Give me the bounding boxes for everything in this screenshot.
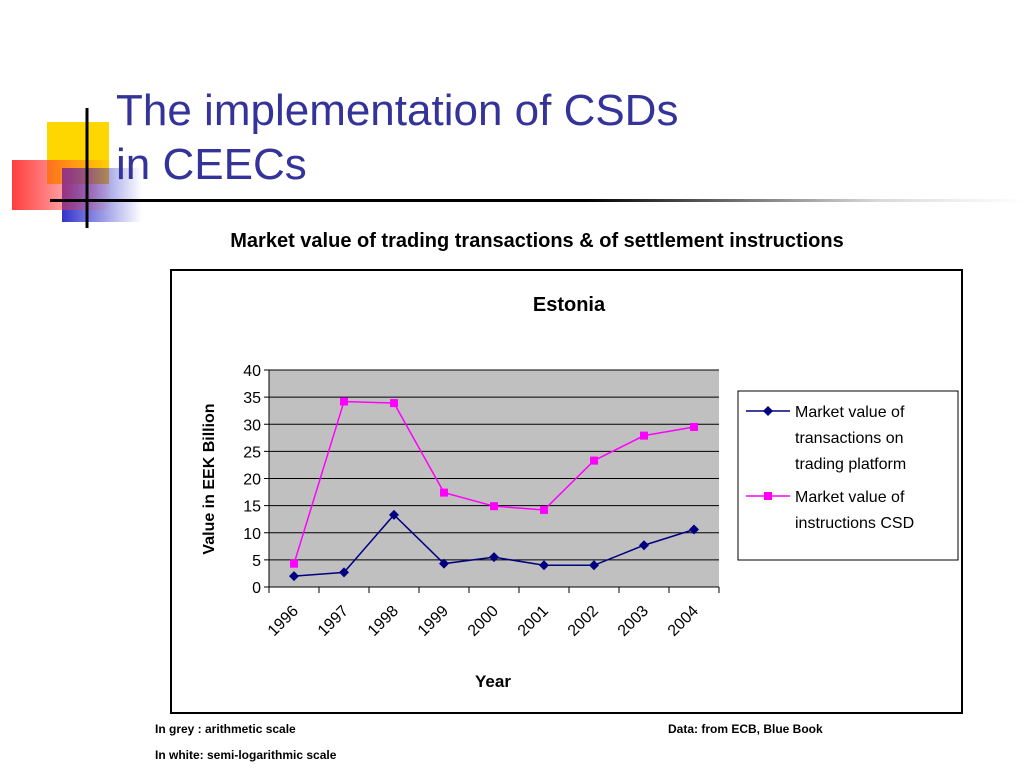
data-point-square [390, 399, 398, 408]
series-1 [289, 509, 699, 582]
data-point-square [540, 505, 548, 514]
y-tick-label: 30 [243, 417, 261, 434]
legend-label: Market value of [795, 489, 905, 506]
x-tick-label: 2002 [565, 603, 602, 640]
note-arithmetic-scale: In grey : arithmetic scale [155, 722, 296, 736]
note-semilog-scale: In white: semi-logarithmic scale [155, 748, 337, 762]
data-point-square [690, 422, 698, 431]
x-tick-label: 1996 [265, 603, 302, 640]
series-2 [290, 397, 698, 568]
data-point-diamond [289, 571, 299, 582]
data-point-square [340, 397, 348, 406]
note-data-source: Data: from ECB, Blue Book [668, 722, 823, 736]
x-tick-label: 1999 [415, 603, 452, 640]
data-point-diamond [689, 524, 699, 535]
legend: Market value of transactions on trading pl… [737, 390, 959, 561]
y-tick-label: 25 [243, 444, 261, 461]
legend-label: trading platform [795, 456, 906, 473]
x-tick-label: 2000 [465, 603, 502, 640]
x-tick-label: 2001 [515, 603, 552, 640]
data-point-square [764, 492, 772, 500]
x-tick-label: 2003 [615, 603, 652, 640]
y-tick-label: 0 [252, 580, 261, 597]
x-tick-label: 1998 [365, 603, 402, 640]
title-line-1: The implementation of CSDs [116, 86, 679, 135]
x-axis-label: Year [475, 672, 511, 691]
data-point-diamond [589, 560, 599, 571]
chart-heading: Market value of trading transactions & o… [230, 230, 844, 252]
y-tick-label: 20 [243, 472, 261, 489]
data-point-square [590, 456, 598, 465]
plot-area: 0 5 10 15 20 25 30 35 40 1996 1997 1998 1999 2000 2001… [243, 363, 720, 640]
legend-label: Market value of [795, 404, 905, 421]
y-tick-label: 40 [243, 363, 261, 380]
chart-container: Estonia 0 5 10 15 20 25 30 35 40 1996 1997 1998 1999… [170, 269, 963, 714]
legend-label: transactions on [795, 430, 904, 447]
title-divider [50, 199, 1024, 202]
y-tick-label: 35 [243, 390, 261, 407]
y-tick-label: 15 [243, 499, 261, 516]
data-point-diamond [539, 560, 549, 571]
data-point-square [440, 488, 448, 497]
data-point-diamond [489, 552, 499, 563]
x-tick-label: 1997 [315, 603, 352, 640]
y-tick-label: 5 [252, 553, 261, 570]
data-point-diamond [339, 567, 349, 578]
chart-title: Estonia [533, 294, 606, 316]
legend-label: instructions CSD [795, 515, 914, 532]
deco-red-square [12, 160, 110, 210]
line-chart: Estonia 0 5 10 15 20 25 30 35 40 1996 1997 1998 1999… [201, 294, 959, 691]
data-point-diamond [389, 509, 399, 520]
y-axis-label: Value in EEK Billion [201, 403, 218, 554]
data-point-diamond [639, 540, 649, 551]
legend-box [737, 390, 959, 561]
title-line-2: in CEECs [116, 140, 307, 189]
data-point-diamond [763, 406, 773, 416]
x-tick-label: 2004 [665, 603, 702, 640]
data-point-square [490, 502, 498, 511]
data-point-square [290, 559, 298, 568]
data-point-square [640, 431, 648, 440]
page-title: The implementation of CSDs in CEECs [116, 84, 678, 192]
y-tick-label: 10 [243, 526, 261, 543]
data-point-diamond [439, 558, 449, 569]
